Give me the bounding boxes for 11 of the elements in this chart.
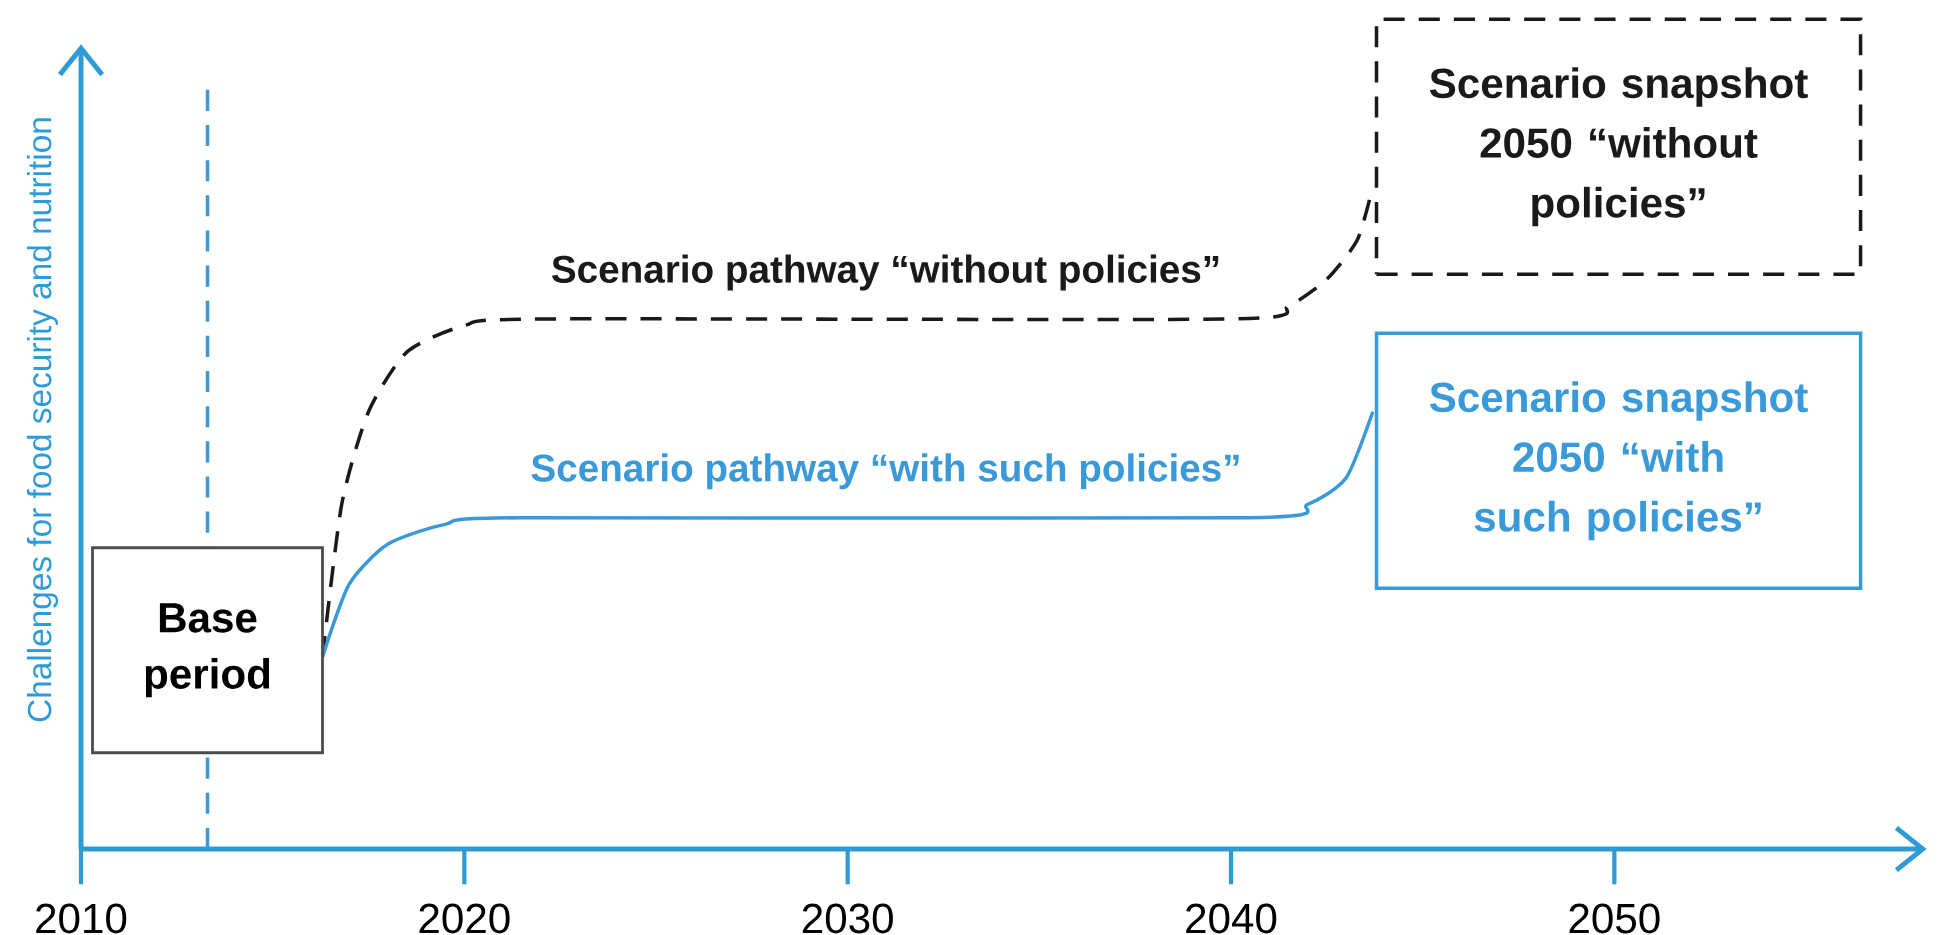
y-axis-title: Challenges for food security and nutrition: [26, 118, 59, 722]
annotation: Scenario snapshot 2050 “without policies”: [1429, 67, 1808, 227]
x-tick-label: 2050: [1569, 903, 1660, 934]
x-tick-label: 2010: [36, 903, 127, 934]
annotation: Scenario snapshot 2050 “with such policies”: [1429, 381, 1808, 541]
x-tick-label: 2030: [802, 903, 893, 934]
series-label: Scenario pathway “with such policies”: [531, 453, 1239, 490]
x-tick-label: 2020: [419, 903, 510, 934]
x-tick-label: 2040: [1186, 903, 1277, 934]
series-label: Scenario pathway “without policies”: [551, 254, 1219, 291]
annotation: Base period: [145, 603, 270, 698]
